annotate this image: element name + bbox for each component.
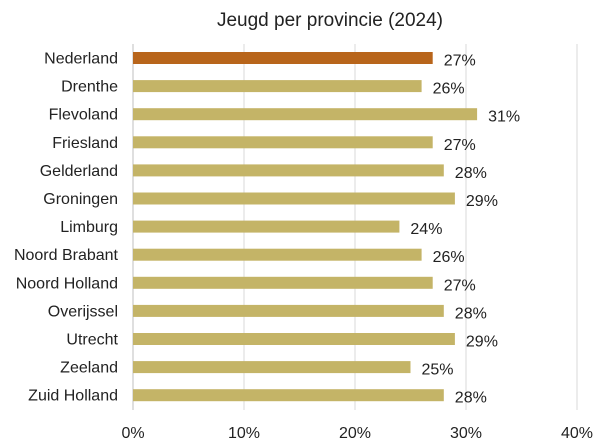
category-label: Noord Holland: [16, 275, 118, 292]
bars: [133, 52, 478, 402]
bar: [133, 304, 444, 317]
category-label: Zuid Holland: [28, 388, 118, 405]
bar: [133, 192, 455, 205]
bar: [133, 220, 400, 233]
category-label: Friesland: [52, 135, 118, 152]
bar: [133, 361, 411, 374]
category-label: Nederland: [44, 51, 118, 68]
bar: [133, 136, 433, 149]
value-label: 29%: [466, 334, 498, 351]
value-labels: 27%26%31%27%28%29%24%26%27%28%29%25%28%: [410, 53, 520, 407]
bar: [133, 80, 422, 93]
value-label: 28%: [455, 305, 487, 322]
category-label: Limburg: [60, 219, 118, 236]
value-label: 28%: [455, 390, 487, 407]
category-label: Drenthe: [61, 79, 118, 96]
category-label: Groningen: [43, 191, 118, 208]
value-label: 26%: [433, 81, 465, 98]
value-label: 28%: [455, 165, 487, 182]
bar: [133, 108, 478, 121]
category-label: Utrecht: [66, 332, 118, 349]
value-label: 27%: [444, 137, 476, 154]
category-label: Noord Brabant: [14, 247, 119, 264]
category-label: Overijssel: [48, 303, 118, 320]
chart-title: Jeugd per provincie (2024): [217, 10, 443, 31]
value-label: 26%: [433, 249, 465, 266]
bar: [133, 276, 433, 289]
bar: [133, 248, 422, 261]
value-label: 24%: [410, 221, 442, 238]
category-labels: Nederland Drenthe Flevoland Friesland Gelder…: [14, 51, 119, 405]
category-label: Flevoland: [49, 107, 118, 124]
x-tick-label: 40%: [561, 425, 593, 442]
bar: [133, 333, 455, 345]
category-label: Gelderland: [40, 163, 118, 180]
value-label: 29%: [466, 193, 498, 210]
x-tick-label: 0%: [121, 425, 144, 442]
bar: [133, 164, 444, 177]
x-axis-ticks: 0% 10% 20% 30% 40%: [121, 425, 593, 442]
x-tick-label: 10%: [228, 425, 260, 442]
value-label: 31%: [488, 109, 520, 126]
value-label: 27%: [444, 53, 476, 70]
x-tick-label: 20%: [339, 425, 371, 442]
value-label: 27%: [444, 277, 476, 294]
x-tick-label: 30%: [450, 425, 482, 442]
value-label: 25%: [422, 362, 454, 379]
category-label: Zeeland: [60, 360, 118, 377]
bar: [133, 389, 444, 402]
bar: [133, 52, 433, 64]
